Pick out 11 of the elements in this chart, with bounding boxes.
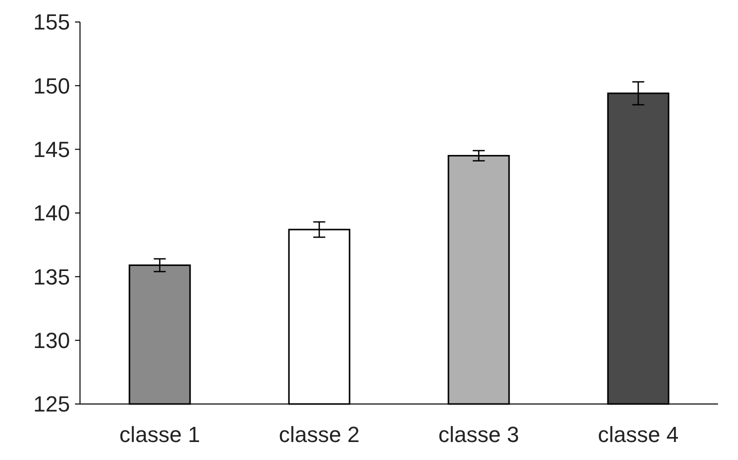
x-tick-label: classe 1 — [119, 422, 200, 447]
x-tick-label: classe 2 — [278, 422, 360, 447]
y-tick-label: 135 — [33, 264, 70, 290]
y-tick-label: 130 — [33, 328, 70, 354]
x-tick-label: classe 4 — [598, 422, 679, 447]
y-tick-label: 150 — [33, 73, 70, 98]
x-tick-label: classe 3 — [438, 422, 520, 447]
y-tick-label: 155 — [33, 10, 70, 35]
y-tick-label: 140 — [33, 200, 70, 226]
y-tick-label: 145 — [33, 137, 70, 162]
y-tick-label: 125 — [33, 392, 70, 417]
